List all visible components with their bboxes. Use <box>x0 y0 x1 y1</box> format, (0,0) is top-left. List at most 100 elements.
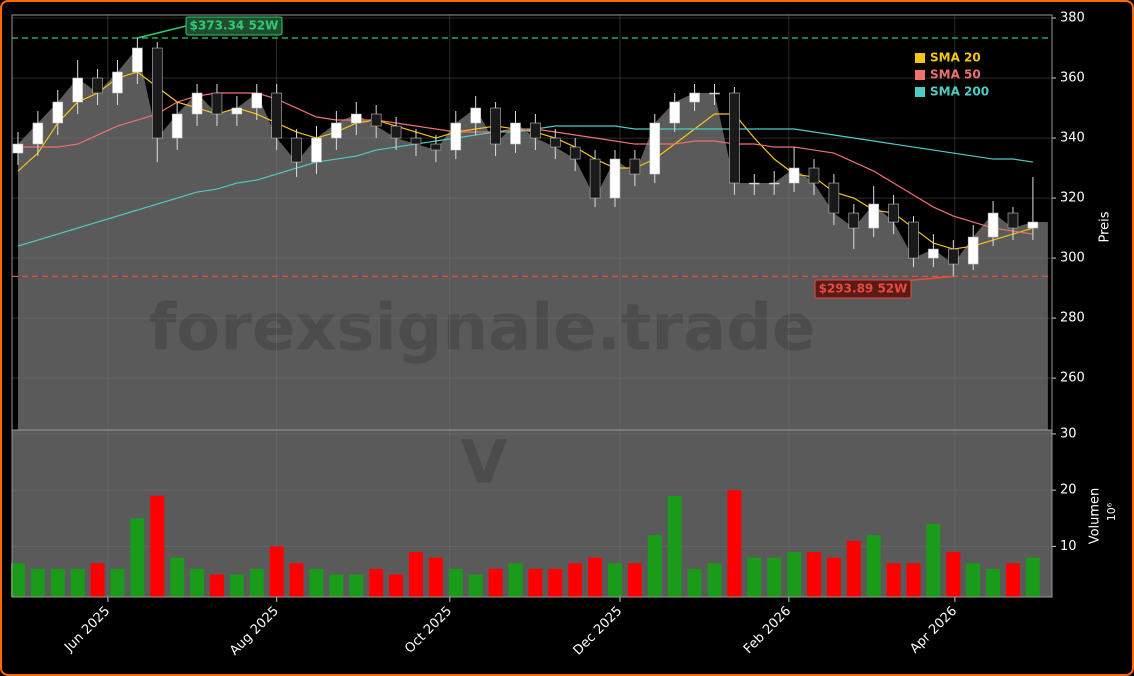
volume-bar <box>906 563 921 597</box>
volume-bar <box>468 574 483 597</box>
annotation-box <box>185 16 283 36</box>
volume-bar <box>11 563 25 597</box>
candle-body <box>948 248 959 265</box>
y-tick-label: 360 <box>1060 71 1085 86</box>
candle-body <box>370 113 382 127</box>
candle-body <box>888 203 899 223</box>
volume-bar <box>767 557 782 597</box>
candle-body <box>569 146 581 160</box>
annotation-box <box>814 279 912 299</box>
volume-bar <box>150 495 165 597</box>
volume-bar <box>249 568 264 597</box>
candle-body <box>331 122 342 139</box>
sma-line <box>17 92 1033 235</box>
volume-bar <box>787 552 802 597</box>
candle-body <box>251 92 263 109</box>
y-tick-label: 280 <box>1060 311 1085 326</box>
candle-body <box>72 77 83 103</box>
volume-bar <box>369 568 384 597</box>
volume-bar <box>409 552 423 597</box>
legend-swatch <box>915 87 925 97</box>
candle-body <box>848 212 860 229</box>
y-tick-label: 10 <box>1060 539 1077 554</box>
volume-bar <box>687 568 702 597</box>
volume-bar <box>50 568 65 597</box>
legend-label: SMA 20 <box>930 51 981 65</box>
legend-swatch <box>915 70 925 80</box>
y-tick-label: 260 <box>1060 371 1085 386</box>
price-area <box>17 48 1048 430</box>
scale-label: 10⁶ <box>1105 502 1118 521</box>
candle-body <box>191 92 203 115</box>
annotation-label: $373.34 52W <box>190 19 279 33</box>
x-tick-label: Dec 2025 <box>571 604 626 659</box>
volume-bar <box>707 563 722 597</box>
candle-body <box>629 158 641 175</box>
volume-bar <box>30 568 45 597</box>
volume-bar <box>608 563 622 597</box>
candle-body <box>510 122 521 145</box>
volume-bar <box>448 568 463 597</box>
candle-body <box>589 158 601 199</box>
candle-body <box>987 212 999 238</box>
volume-bar <box>1006 563 1020 597</box>
y-tick-label: 380 <box>1060 11 1085 26</box>
candle-body <box>908 221 919 259</box>
candle-body <box>689 92 700 103</box>
candle-body <box>868 203 879 229</box>
candle-body <box>271 92 282 139</box>
watermark-symbol: V <box>461 428 508 498</box>
x-tick-label: Aug 2025 <box>227 604 282 659</box>
candle-body <box>550 137 561 148</box>
candle-body <box>768 182 780 185</box>
volume-bar <box>627 563 642 597</box>
volume-bar <box>130 518 145 597</box>
volume-bar <box>926 523 941 597</box>
volume-bar <box>349 574 364 597</box>
volume-bar <box>647 535 662 597</box>
candle-body <box>211 92 223 115</box>
volume-bar <box>428 557 443 597</box>
volume-bar <box>986 568 1001 597</box>
candle-body <box>430 143 442 151</box>
candle-body <box>1027 221 1039 229</box>
annotation-arrow <box>137 25 187 39</box>
y-tick-label: 300 <box>1060 251 1085 266</box>
candle-body <box>171 113 183 139</box>
candle-body <box>151 47 163 139</box>
candle-body <box>669 101 680 124</box>
candle-body <box>351 113 362 124</box>
volume-bar <box>269 546 284 597</box>
volume-bar <box>966 563 981 597</box>
candle-body <box>231 107 243 115</box>
candle-body <box>132 47 143 73</box>
candle-body <box>928 248 939 259</box>
candle-body <box>709 92 720 95</box>
volume-bar <box>528 568 543 597</box>
volume-bar <box>190 568 205 597</box>
volume-bar <box>170 557 185 597</box>
y-tick-label: 340 <box>1060 131 1085 146</box>
y-axis-label: Preis <box>1098 211 1113 242</box>
y-tick-label: 30 <box>1060 426 1077 441</box>
volume-bar <box>110 568 125 597</box>
sma-line <box>17 125 1033 247</box>
y-tick-label: 320 <box>1060 191 1085 206</box>
volume-bar <box>229 574 244 597</box>
volume-bar <box>727 490 742 597</box>
candle-body <box>92 77 103 94</box>
candle-body <box>311 137 322 163</box>
volume-bar <box>1025 557 1040 597</box>
candle-body <box>112 71 123 94</box>
candle-body <box>749 182 760 185</box>
x-tick-label: Feb 2026 <box>741 604 794 657</box>
volume-bar <box>329 574 344 597</box>
volume-bar <box>90 563 105 597</box>
candle-body <box>52 101 64 124</box>
annotation-label: $293.89 52W <box>819 282 908 296</box>
volume-bar <box>210 574 224 597</box>
candle-body <box>609 158 621 199</box>
volume-bar <box>568 563 583 597</box>
